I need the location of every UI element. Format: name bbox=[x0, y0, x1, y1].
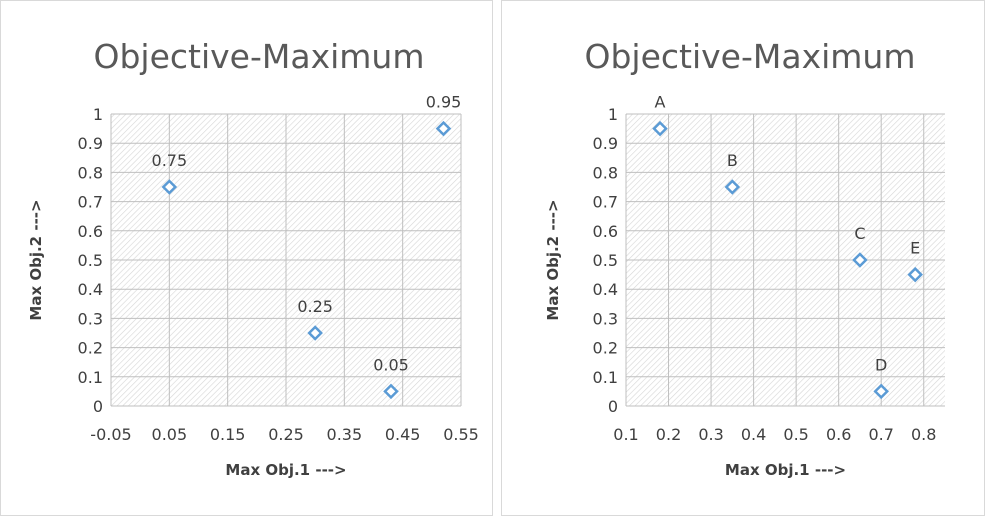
x-tick-label: 0.25 bbox=[268, 425, 304, 444]
data-label: B bbox=[727, 151, 738, 170]
data-label: A bbox=[655, 93, 666, 112]
y-tick-label: 0.8 bbox=[593, 163, 618, 182]
y-tick-label: 0.1 bbox=[593, 368, 618, 387]
y-tick-label: 0.6 bbox=[593, 222, 618, 241]
x-tick-label: 0.4 bbox=[741, 425, 766, 444]
data-label: 0.25 bbox=[297, 297, 333, 316]
y-tick-label: 0.7 bbox=[593, 193, 618, 212]
y-tick-label: 0.7 bbox=[78, 193, 103, 212]
y-tick-label: 0.3 bbox=[78, 309, 103, 328]
data-label: C bbox=[854, 224, 865, 243]
y-tick-label: 0.6 bbox=[78, 222, 103, 241]
y-tick-label: 1 bbox=[608, 105, 618, 124]
y-tick-label: 1 bbox=[93, 105, 103, 124]
data-label: D bbox=[875, 355, 887, 374]
data-point bbox=[383, 383, 399, 400]
x-tick-label: 0.5 bbox=[783, 425, 808, 444]
x-tick-label: 0.1 bbox=[613, 425, 638, 444]
data-point bbox=[435, 120, 452, 137]
x-tick-label: 0.45 bbox=[385, 425, 421, 444]
data-label: E bbox=[910, 239, 920, 258]
x-axis-title: Max Obj.1 ---> bbox=[725, 461, 846, 479]
data-point bbox=[907, 266, 923, 283]
chart-panel-right: Objective-Maximum 0 0.1 0.2 0.3 0.4 0.5 0.6 0.7 0… bbox=[501, 0, 985, 516]
y-tick-label: 0.5 bbox=[78, 251, 103, 270]
data-point bbox=[852, 252, 868, 268]
y-tick-label: 0.2 bbox=[593, 339, 618, 358]
y-axis-title: Max Obj.2 ---> bbox=[544, 199, 562, 320]
y-tick-label: 0.4 bbox=[78, 280, 103, 299]
x-tick-label: 0.3 bbox=[698, 425, 723, 444]
y-tick-label: 0.1 bbox=[78, 368, 103, 387]
x-tick-label: -0.05 bbox=[90, 425, 131, 444]
x-tick-label: 0.8 bbox=[911, 425, 936, 444]
y-tick-label: 0.9 bbox=[78, 134, 103, 153]
x-tick-label: 0.7 bbox=[868, 425, 893, 444]
y-tick-label: 0.3 bbox=[593, 309, 618, 328]
x-tick-label: 0.55 bbox=[443, 425, 479, 444]
x-tick-label: 0.6 bbox=[826, 425, 851, 444]
x-tick-label: 0.2 bbox=[656, 425, 681, 444]
data-point bbox=[873, 383, 889, 400]
y-tick-label: 0.2 bbox=[78, 339, 103, 358]
x-tick-label: 0.05 bbox=[152, 425, 188, 444]
y-axis-title: Max Obj.2 ---> bbox=[27, 199, 45, 320]
y-tick-label: 0.8 bbox=[78, 163, 103, 182]
data-point bbox=[724, 179, 741, 195]
chart-title: Objective-Maximum bbox=[94, 37, 425, 76]
y-tick-label: 0.9 bbox=[593, 134, 618, 153]
data-label: 0.75 bbox=[152, 151, 188, 170]
data-label: 0.95 bbox=[426, 93, 462, 112]
scatter-chart-right: Objective-Maximum 0 0.1 0.2 0.3 0.4 0.5 0.6 0.7 0… bbox=[544, 37, 945, 479]
x-axis-title: Max Obj.1 ---> bbox=[225, 461, 346, 479]
chart-panel-left: Objective-Maximum 0 0.1 0.2 0.3 0.4 0.5 0.6 0.7 0… bbox=[0, 0, 493, 516]
x-tick-label: 0.15 bbox=[210, 425, 246, 444]
data-point bbox=[161, 179, 178, 195]
data-point bbox=[652, 120, 668, 137]
chart-title: Objective-Maximum bbox=[585, 37, 916, 76]
data-label: 0.05 bbox=[373, 355, 409, 374]
y-tick-label: 0 bbox=[93, 397, 103, 416]
y-tick-label: 0 bbox=[608, 397, 618, 416]
scatter-chart-left: Objective-Maximum 0 0.1 0.2 0.3 0.4 0.5 0.6 0.7 0… bbox=[27, 37, 479, 479]
y-tick-label: 0.5 bbox=[593, 251, 618, 270]
data-point bbox=[307, 325, 323, 341]
x-tick-label: 0.35 bbox=[327, 425, 363, 444]
y-tick-label: 0.4 bbox=[593, 280, 618, 299]
